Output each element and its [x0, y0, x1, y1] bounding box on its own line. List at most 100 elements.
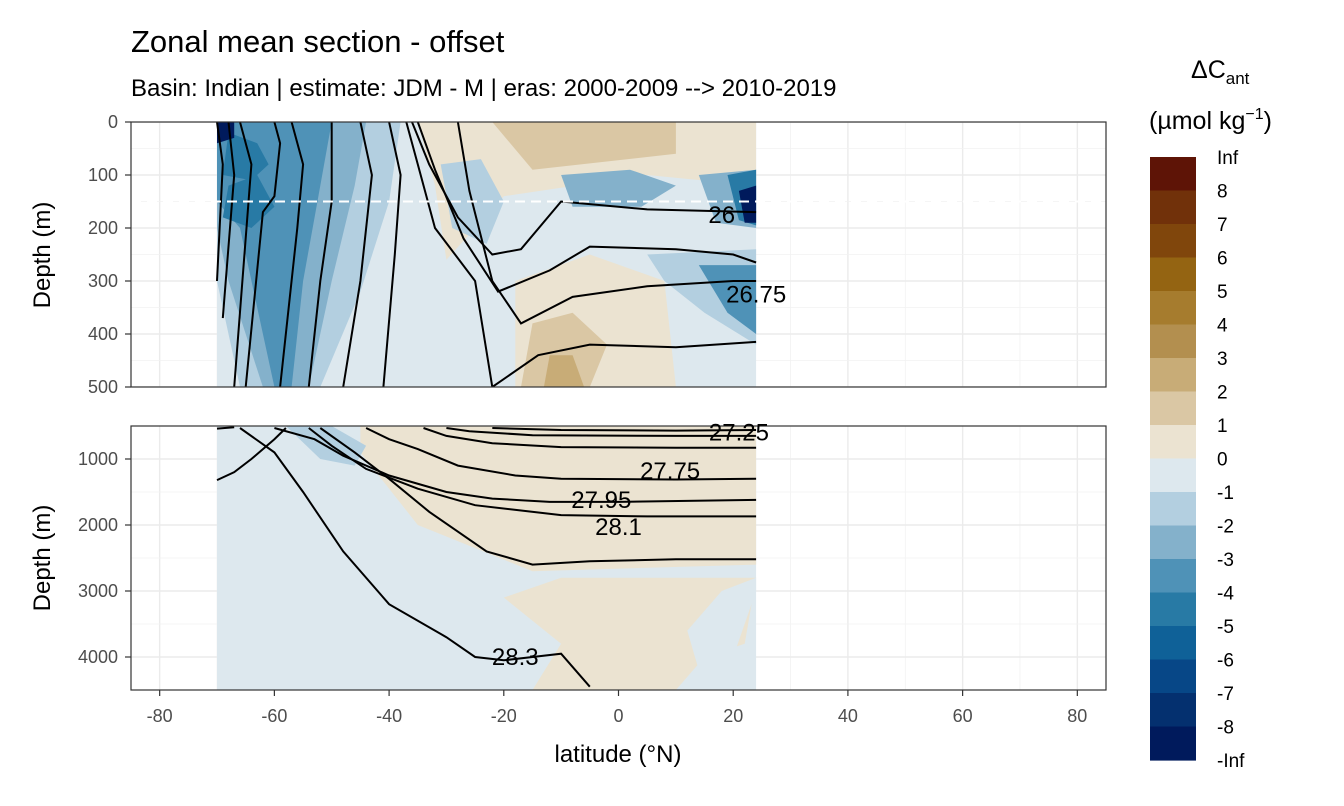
y-tick-label-upper: 200	[88, 218, 118, 238]
x-tick-label: -20	[491, 706, 517, 726]
upper-panel-border	[130, 121, 1107, 388]
legend-swatch	[1150, 157, 1196, 192]
legend-swatch	[1150, 391, 1196, 426]
density-contour	[307, 122, 333, 387]
legend-swatch	[1150, 324, 1196, 359]
density-contour	[216, 427, 287, 482]
fill-pos-1	[503, 577, 757, 690]
upper-panel	[131, 122, 1106, 387]
x-tick-label: -40	[376, 706, 402, 726]
legend-label: 6	[1217, 249, 1228, 270]
legend-colorbar	[1150, 157, 1196, 761]
fill-neg-8	[738, 185, 757, 223]
legend-swatch	[1150, 190, 1196, 225]
contour-label: 27.95	[571, 487, 631, 514]
contour-label: 27.75	[640, 458, 700, 485]
fill-pos-3	[543, 355, 585, 387]
legend-label: Inf	[1217, 148, 1239, 169]
legend-swatch	[1150, 559, 1196, 594]
legend-units: (µmol kg−1)	[1149, 106, 1272, 135]
legend-swatch	[1150, 626, 1196, 661]
y-tick-label-lower: 3000	[78, 581, 118, 601]
legend-swatch	[1150, 525, 1196, 560]
legend-swatch	[1150, 492, 1196, 527]
density-contour	[274, 427, 757, 503]
legend-swatch	[1150, 659, 1196, 694]
density-contour	[244, 122, 282, 387]
legend-label: -Inf	[1217, 751, 1245, 772]
legend-title: ΔCant	[1191, 56, 1250, 88]
legend-units-close: )	[1264, 107, 1272, 135]
legend-label: -6	[1217, 651, 1234, 672]
density-contour	[456, 122, 757, 325]
density-contour	[308, 427, 757, 518]
legend-swatch	[1150, 726, 1196, 761]
chart-subtitle: Basin: Indian | estimate: JDM - M | eras…	[131, 75, 837, 102]
density-contour	[216, 426, 235, 430]
legend-label: -7	[1217, 684, 1234, 705]
legend-label: -8	[1217, 718, 1234, 739]
x-tick-label: 0	[613, 706, 623, 726]
legend-swatch	[1150, 224, 1196, 259]
y-tick-label-lower: 4000	[78, 647, 118, 667]
y-axis-title-lower: Depth (m)	[29, 505, 56, 612]
density-contour	[239, 427, 591, 688]
x-tick-label: 60	[953, 706, 973, 726]
density-contour	[319, 427, 757, 566]
fill-pos-1	[360, 426, 757, 572]
legend-labels: Inf 8 7 6 5 4 3 2 1 0 -1 -2 -3 -4 -5 -6 -7 -8 -Inf	[1217, 148, 1245, 772]
lower-panel-fill	[217, 426, 757, 690]
y-tick-label-upper: 400	[88, 324, 118, 344]
legend-title-sub: ant	[1226, 69, 1250, 88]
legend-label: -2	[1217, 517, 1234, 538]
y-tick-label-lower: 1000	[78, 449, 118, 469]
legend-units-text: (µmol kg	[1149, 107, 1245, 135]
legend-label: -5	[1217, 617, 1234, 638]
density-contour	[492, 427, 757, 432]
density-contour	[365, 427, 757, 481]
legend-label: -4	[1217, 584, 1234, 605]
legend-label: 8	[1217, 182, 1228, 203]
density-contour	[342, 122, 373, 387]
y-tick-label-upper: 300	[88, 271, 118, 291]
contour-label: 26	[708, 202, 735, 229]
density-contour	[491, 340, 757, 387]
legend-swatch	[1150, 257, 1196, 292]
x-tick-label: 80	[1067, 706, 1087, 726]
legend-label: -1	[1217, 483, 1234, 504]
chart-title: Zonal mean section - offset	[131, 24, 505, 59]
fill-neg-2	[561, 169, 676, 207]
legend-label: 4	[1217, 316, 1228, 337]
density-contour	[423, 427, 757, 449]
contour-label: 26.75	[726, 281, 786, 308]
contour-label: 28.1	[595, 514, 642, 541]
color-legend: ΔCant (µmol kg−1) Inf 8 7 6 5 4 3 2 1 0 -1 -2 -3 -4 -5…	[1149, 56, 1272, 772]
legend-label: 3	[1217, 349, 1228, 370]
legend-swatch	[1150, 693, 1196, 728]
y-tick-label-upper: 500	[88, 377, 118, 397]
x-tick-label: -80	[147, 706, 173, 726]
contour-label: 28.3	[492, 644, 539, 671]
fill-pos-2	[492, 122, 676, 170]
legend-units-sup: −1	[1245, 106, 1263, 123]
legend-swatch	[1150, 425, 1196, 460]
axes: -80 -60 -40 -20 0 20 40 60 80 0 100 200 300 400 500 100…	[78, 112, 1087, 726]
density-contour	[216, 122, 224, 282]
density-contour	[446, 427, 757, 437]
legend-label: 1	[1217, 416, 1228, 437]
x-axis-title: latitude (°N)	[555, 741, 682, 768]
lower-panel	[131, 426, 1106, 690]
legend-swatch	[1150, 291, 1196, 326]
y-tick-label-upper: 0	[108, 112, 118, 132]
y-tick-label-lower: 2000	[78, 515, 118, 535]
legend-label: 2	[1217, 383, 1228, 404]
legend-swatch	[1150, 358, 1196, 393]
legend-label: 0	[1217, 450, 1228, 471]
density-contour	[405, 122, 494, 387]
legend-label: -3	[1217, 550, 1234, 571]
density-contour	[382, 122, 402, 387]
density-contour	[279, 122, 305, 387]
density-contour	[416, 122, 757, 293]
